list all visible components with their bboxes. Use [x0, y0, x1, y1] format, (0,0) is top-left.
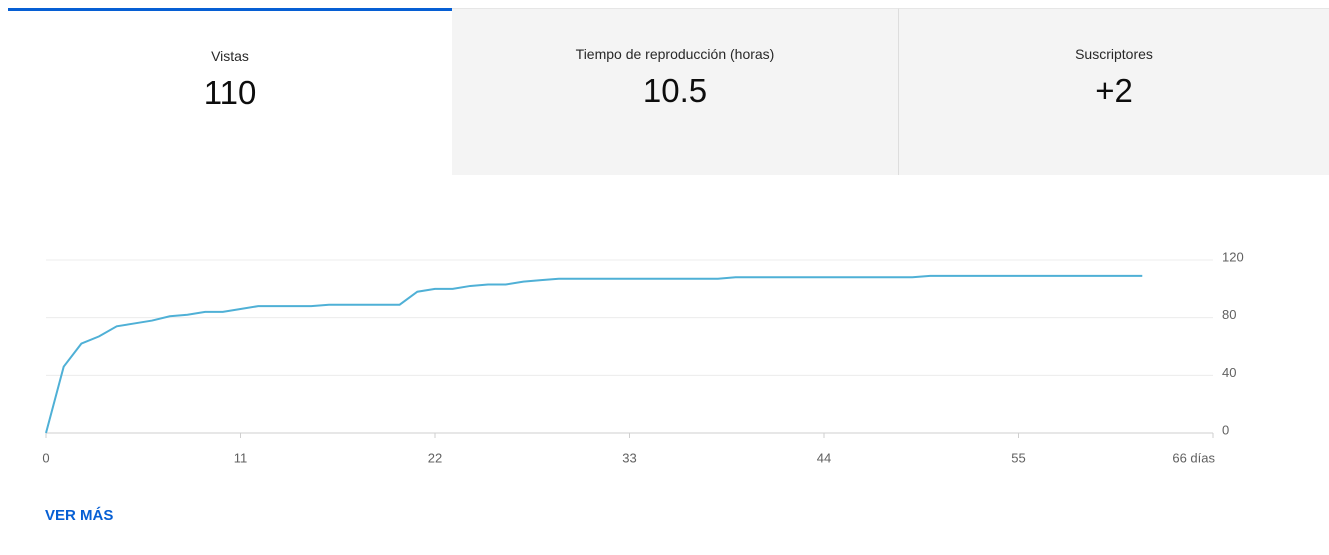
tab[interactable]: Tiempo de reproducción (horas) 10.5: [452, 8, 899, 175]
tab-value: +2: [1095, 72, 1133, 109]
x-tick-label: 11: [234, 450, 248, 465]
y-tick-label: 40: [1222, 365, 1236, 380]
y-tick-label: 0: [1222, 422, 1229, 437]
x-tick-label: 0: [42, 450, 49, 465]
y-tick-label: 120: [1222, 249, 1244, 264]
x-tick-label: 55: [1011, 450, 1025, 465]
tab-label: Suscriptores: [1075, 46, 1153, 62]
tab[interactable]: Suscriptores +2: [899, 8, 1329, 175]
x-tick-label: 66 días: [1172, 450, 1215, 465]
data-line: [45, 274, 1143, 434]
tab-value: 10.5: [642, 72, 708, 109]
tab[interactable]: Vistas 110: [8, 8, 452, 175]
tab-value: 110: [203, 74, 257, 111]
tab-label: Vistas: [211, 48, 249, 64]
y-tick-label: 80: [1222, 307, 1236, 322]
tab-label: Tiempo de reproducción (horas): [575, 46, 775, 62]
x-tick-label: 22: [428, 450, 442, 465]
see-more-link[interactable]: VER MÁS: [45, 507, 114, 524]
x-tick-label: 44: [817, 450, 831, 465]
x-tick-label: 33: [622, 450, 636, 465]
